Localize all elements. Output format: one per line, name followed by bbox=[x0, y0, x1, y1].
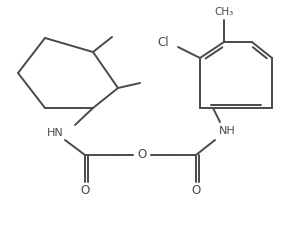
Text: CH₃: CH₃ bbox=[214, 7, 234, 17]
Text: O: O bbox=[80, 183, 90, 197]
Text: Cl: Cl bbox=[157, 36, 169, 49]
Text: NH: NH bbox=[219, 126, 235, 136]
Text: O: O bbox=[191, 183, 201, 197]
Text: O: O bbox=[137, 149, 147, 161]
Text: HN: HN bbox=[47, 128, 63, 138]
